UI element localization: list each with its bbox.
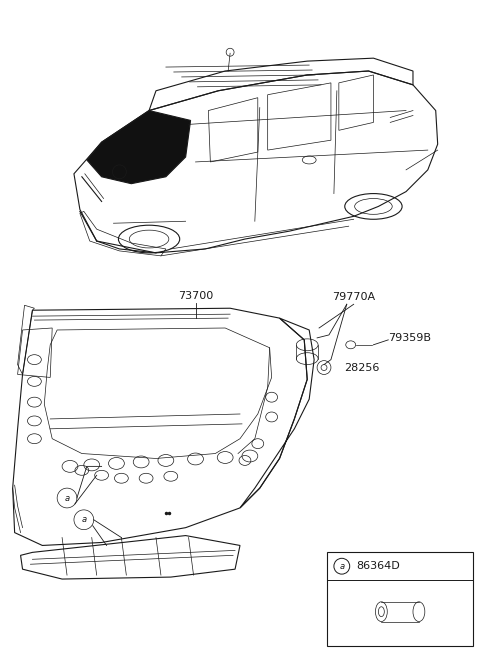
Text: 86364D: 86364D <box>357 562 400 571</box>
Text: 79359B: 79359B <box>388 333 431 343</box>
Bar <box>327 552 473 646</box>
Text: a: a <box>339 562 344 571</box>
Text: a: a <box>64 493 70 502</box>
Polygon shape <box>87 111 191 184</box>
Text: a: a <box>81 515 86 524</box>
Text: 73700: 73700 <box>178 291 213 301</box>
Text: 28256: 28256 <box>344 363 379 373</box>
Text: 79770A: 79770A <box>332 293 375 302</box>
